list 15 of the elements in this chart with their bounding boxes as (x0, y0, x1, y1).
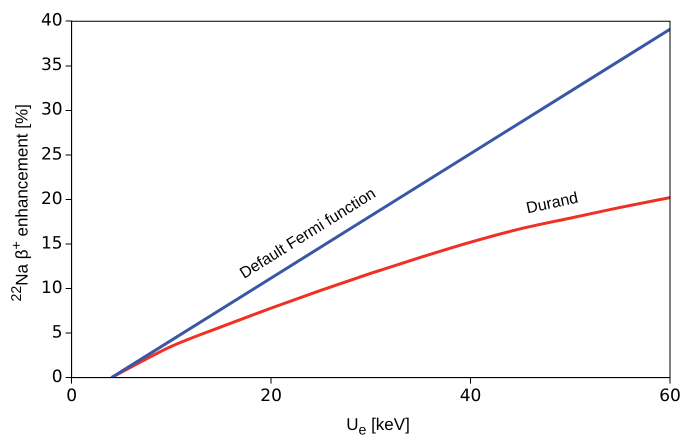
y-tick-label: 35 (40, 55, 63, 76)
y-tick-label: 10 (40, 278, 63, 298)
y-tick-label: 25 (40, 144, 63, 164)
text: Durand (524, 190, 580, 218)
y-tick-label: 40 (40, 10, 63, 31)
y-tick-label: 30 (40, 100, 63, 120)
x-axis-title: U$_{e}$ [keV] (345, 414, 411, 438)
x-tick-label: 0 (66, 386, 78, 406)
y-tick-label: 20 (40, 188, 63, 209)
x-tick-label: 60 (659, 386, 681, 406)
y-tick-label: 15 (40, 233, 63, 254)
x-tick-label: 20 (260, 386, 282, 406)
y-tick-label: 0 (52, 367, 63, 388)
y-tick-label: 5 (52, 322, 63, 342)
x-tick-label: 40 (460, 386, 482, 406)
